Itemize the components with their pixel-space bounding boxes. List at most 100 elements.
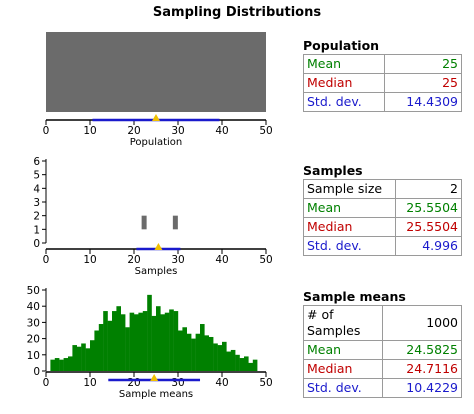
samples-median-row: Median 25.5504: [302, 217, 462, 237]
sample-means-y-tick-label: 40: [27, 301, 40, 313]
histogram-bar: [160, 314, 165, 371]
histogram-bar: [208, 336, 214, 371]
samples-y-tick-label: 0: [33, 238, 40, 250]
histogram-bar: [142, 311, 148, 371]
sample-size-value: 2: [395, 179, 462, 199]
samples-sd-value: 4.996: [395, 236, 462, 256]
histogram-bar: [63, 358, 69, 371]
sample-point-bar: [172, 215, 178, 230]
sample-means-x-tick-label: 40: [215, 377, 228, 389]
population-median-value: 25: [383, 73, 463, 93]
population-distribution-area: [46, 32, 266, 112]
sample-means-y-tick-label: 30: [27, 317, 40, 329]
histogram-bar: [129, 312, 135, 371]
histogram-bar: [222, 341, 227, 371]
population-x-tick-label: 10: [83, 125, 96, 137]
histogram-bar: [195, 333, 201, 371]
histogram-bar: [120, 314, 126, 371]
num-samples-label: # of Samples: [303, 305, 383, 341]
histogram-bar: [85, 348, 91, 371]
population-x-tick-label: 50: [259, 125, 272, 137]
histogram-bar: [204, 335, 209, 371]
samples-mean-marker: [154, 243, 163, 250]
population-sd-label: Std. dev.: [303, 92, 385, 112]
samples-plot: 0 12 3 45 6 0 10 20 30 40 50 Samples: [33, 156, 272, 277]
population-mean-value: 25: [383, 54, 463, 74]
histogram-bar: [191, 338, 196, 371]
sample-means-stats-table: # of Samples 1000 Mean 24.5825 Median 24…: [303, 305, 462, 398]
samples-y-tick-label: 6: [33, 156, 40, 168]
histogram-bar: [182, 327, 187, 371]
population-x-tick-label: 0: [43, 125, 50, 137]
samples-y-tick-label: 4: [33, 183, 40, 195]
samples-x-axis-label: Samples: [135, 266, 178, 277]
population-mean-marker: [152, 114, 160, 121]
histogram-bar: [72, 345, 77, 371]
histogram-bar: [156, 306, 161, 371]
sample-means-y-tick-label: 10: [27, 350, 40, 362]
histogram-bar: [169, 309, 174, 371]
histogram-bar: [217, 345, 223, 371]
histogram-bar: [94, 330, 99, 371]
histogram-bar: [138, 312, 143, 371]
num-samples-row: # of Samples 1000: [303, 305, 462, 341]
samples-x-tick-label: 40: [215, 254, 228, 266]
samples-x-tick-label: 20: [127, 254, 140, 266]
sample-means-median-row: Median 24.7116: [303, 359, 462, 379]
histogram-bar: [151, 315, 157, 371]
samples-mean-label: Mean: [302, 198, 397, 218]
samples-sd-row: Std. dev. 4.996: [302, 236, 462, 256]
sample-means-y-tick-label: 0: [33, 366, 40, 378]
population-sd-value: 14.4309: [383, 92, 463, 112]
histogram-bar: [116, 306, 121, 371]
samples-x-tick-label: 0: [43, 254, 50, 266]
population-median-label: Median: [303, 73, 385, 93]
samples-y-tick-label: 1: [33, 224, 40, 236]
sample-means-mean-row: Mean 24.5825: [303, 340, 462, 360]
histogram-bar: [239, 358, 245, 371]
population-x-tick-label: 40: [215, 125, 228, 137]
samples-y-tick-label: 3: [33, 197, 40, 209]
samples-y-tick-label: 5: [33, 170, 40, 182]
sample-means-median-label: Median: [303, 359, 383, 379]
histogram-bar: [50, 359, 55, 371]
population-mean-row: Mean 25: [303, 54, 463, 74]
histogram-bar: [107, 320, 113, 371]
sample-means-y-tick-label: 20: [27, 334, 40, 346]
sample-means-mean-value: 24.5825: [382, 340, 462, 360]
histogram-bar: [147, 294, 152, 371]
histogram-bar: [252, 359, 258, 371]
population-x-tick-label: 30: [171, 125, 184, 137]
population-mean-label: Mean: [303, 54, 385, 74]
main-title: Sampling Distributions: [152, 5, 322, 20]
samples-y-tick-label: 2: [33, 211, 40, 223]
histogram-bar: [68, 356, 73, 371]
sample-means-x-tick-label: 50: [259, 377, 272, 389]
sample-means-mean-marker: [150, 374, 159, 381]
samples-stats-title: Samples: [303, 163, 363, 178]
samples-x-tick-label: 10: [83, 254, 96, 266]
population-x-axis-label: Population: [130, 137, 183, 148]
histogram-bar: [173, 311, 179, 371]
population-x-tick-label: 20: [127, 125, 140, 137]
histogram-bar: [230, 349, 236, 371]
samples-median-value: 25.5504: [395, 217, 462, 237]
samples-x-tick-label: 30: [171, 254, 184, 266]
population-median-row: Median 25: [303, 73, 463, 93]
num-samples-value: 1000: [382, 305, 462, 341]
histogram-bar: [134, 314, 139, 371]
sample-means-x-tick-label: 10: [83, 377, 96, 389]
sample-means-sd-value: 10.4229: [382, 378, 462, 398]
population-sd-row: Std. dev. 14.4309: [303, 92, 463, 112]
sample-size-label: Sample size: [302, 179, 397, 199]
histogram-bar: [54, 358, 60, 371]
histogram-bar: [98, 324, 104, 371]
histogram-bar: [112, 311, 117, 371]
sample-means-y-tick-label: 50: [27, 285, 40, 297]
population-plot: 0 10 20 30 40 50 Population: [43, 32, 273, 148]
histogram-bar: [200, 324, 205, 371]
histogram-bar: [235, 354, 240, 371]
population-stats-title: Population: [303, 38, 380, 53]
histogram-bar: [213, 343, 218, 371]
